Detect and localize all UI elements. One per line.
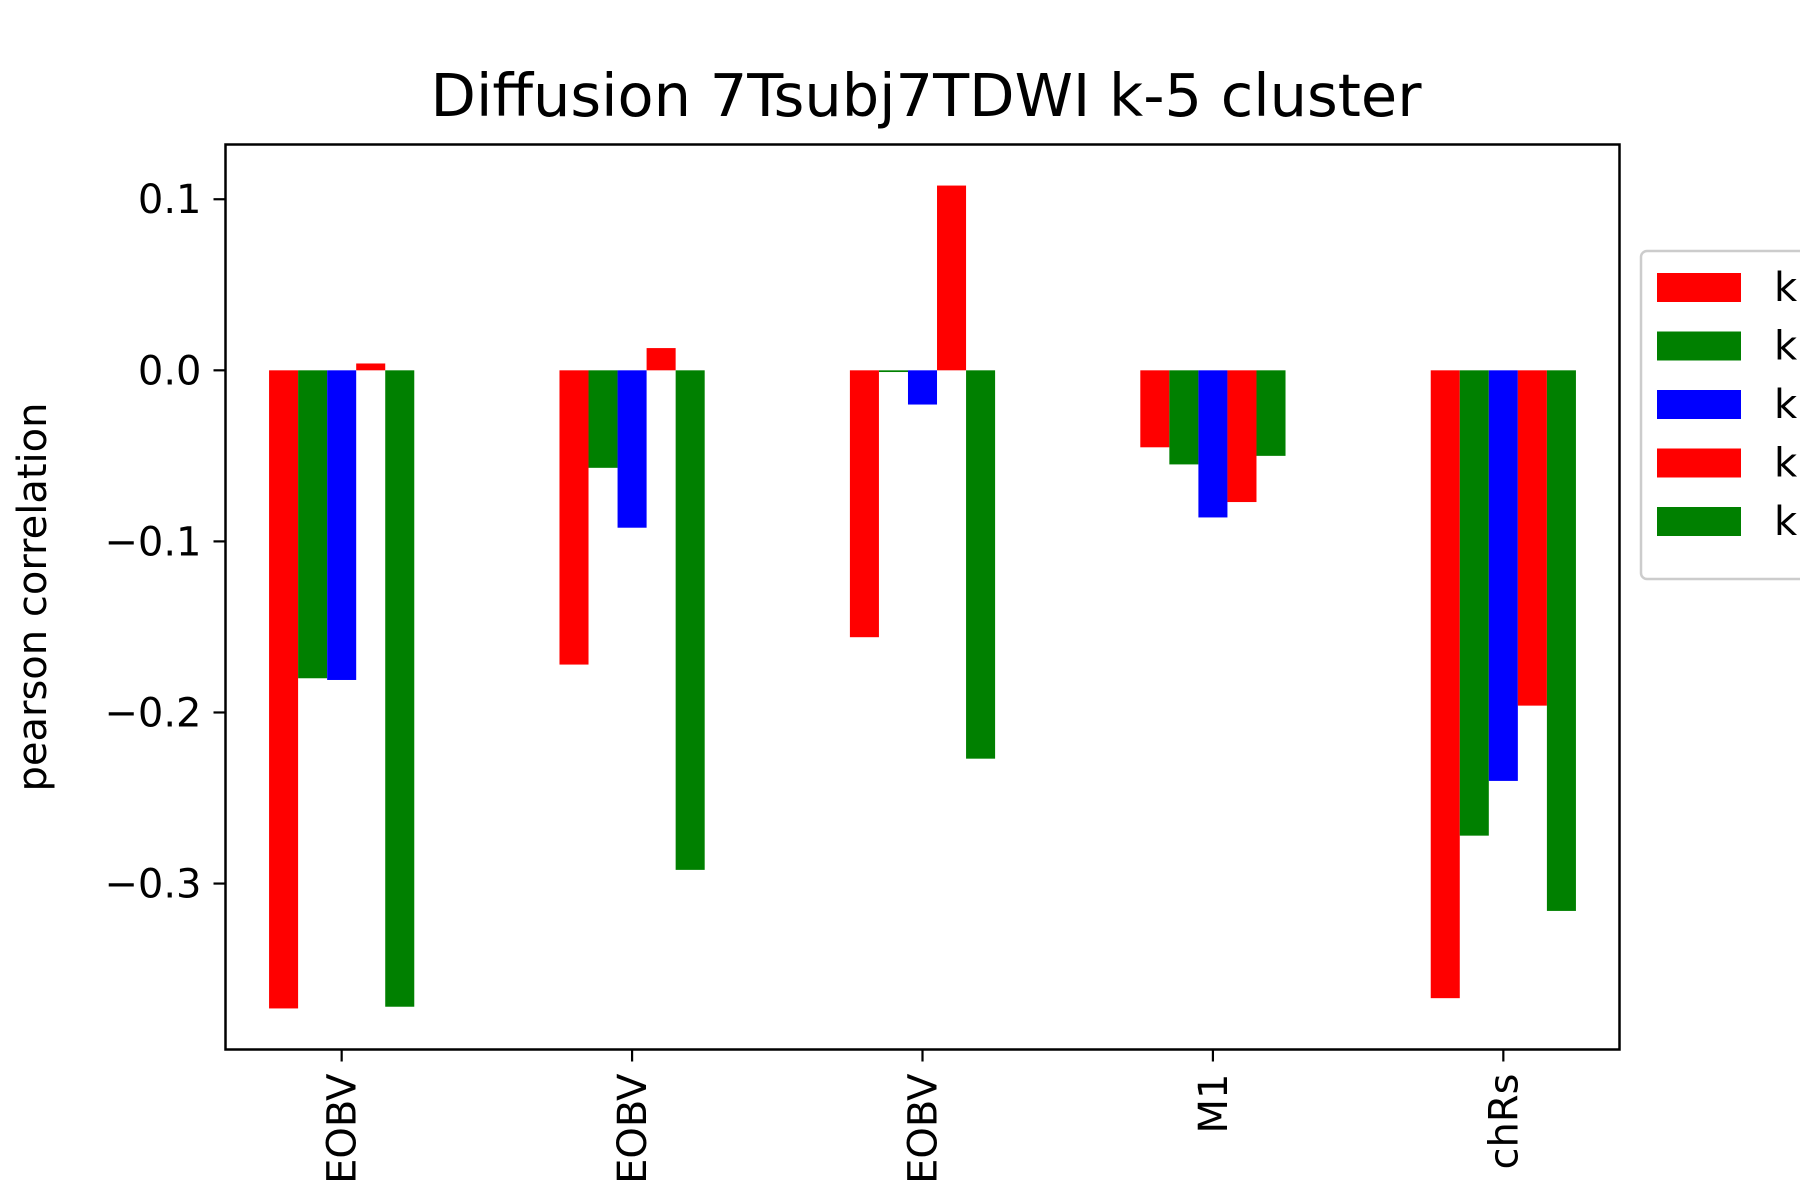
bar	[269, 370, 299, 1009]
bar	[1227, 370, 1257, 503]
bar	[559, 370, 589, 665]
y-tick-label: −0.3	[104, 862, 201, 908]
bar	[327, 370, 357, 680]
bar	[588, 370, 618, 468]
x-tick-label: EOBV	[320, 1073, 366, 1184]
legend-label: k	[1774, 324, 1798, 370]
bar	[966, 370, 996, 759]
y-tick-label: 0.0	[138, 348, 202, 394]
bar	[646, 348, 676, 371]
legend-label: k	[1774, 499, 1798, 545]
legend-label: k	[1774, 265, 1798, 311]
y-tick-label: −0.2	[104, 690, 201, 736]
bar	[675, 370, 705, 870]
x-axis: EOBV EOBV EOBV M1 chRs	[320, 1049, 1527, 1184]
bar	[1140, 370, 1170, 448]
legend-swatch	[1657, 331, 1741, 361]
legend-swatch	[1657, 507, 1741, 536]
bar	[1517, 370, 1547, 706]
x-tick-label: chRs	[1481, 1074, 1527, 1170]
legend-swatch	[1657, 273, 1741, 302]
bar	[1169, 370, 1199, 465]
y-tick-label: −0.1	[104, 519, 201, 565]
bar	[1430, 370, 1460, 999]
bar	[1459, 370, 1489, 836]
bar	[1256, 370, 1286, 456]
x-tick-label: EOBV	[901, 1073, 947, 1184]
chart-title: Diffusion 7Tsubj7TDWI k-5 cluster	[431, 61, 1423, 130]
bar	[1198, 370, 1228, 518]
bar	[298, 370, 328, 679]
legend-swatch	[1657, 448, 1741, 478]
legend-label: k	[1774, 441, 1798, 487]
legend-label: k	[1774, 382, 1798, 428]
y-axis: 0.1 0.0 −0.1 −0.2 −0.3	[104, 177, 226, 908]
bar	[617, 370, 647, 528]
legend-swatch	[1657, 390, 1741, 419]
bar	[907, 370, 938, 405]
bar	[937, 185, 967, 371]
x-tick-label: M1	[1191, 1074, 1237, 1134]
y-axis-label: pearson correlation	[10, 403, 56, 792]
bars-layer	[269, 185, 1576, 1009]
bar	[849, 370, 879, 638]
bar	[1488, 370, 1518, 781]
bar	[385, 370, 415, 1007]
x-tick-label: EOBV	[610, 1073, 656, 1184]
bar	[356, 363, 386, 371]
bar	[1546, 370, 1576, 911]
y-tick-label: 0.1	[138, 177, 202, 223]
bar	[878, 370, 908, 373]
plot-frame	[224, 143, 1621, 1051]
